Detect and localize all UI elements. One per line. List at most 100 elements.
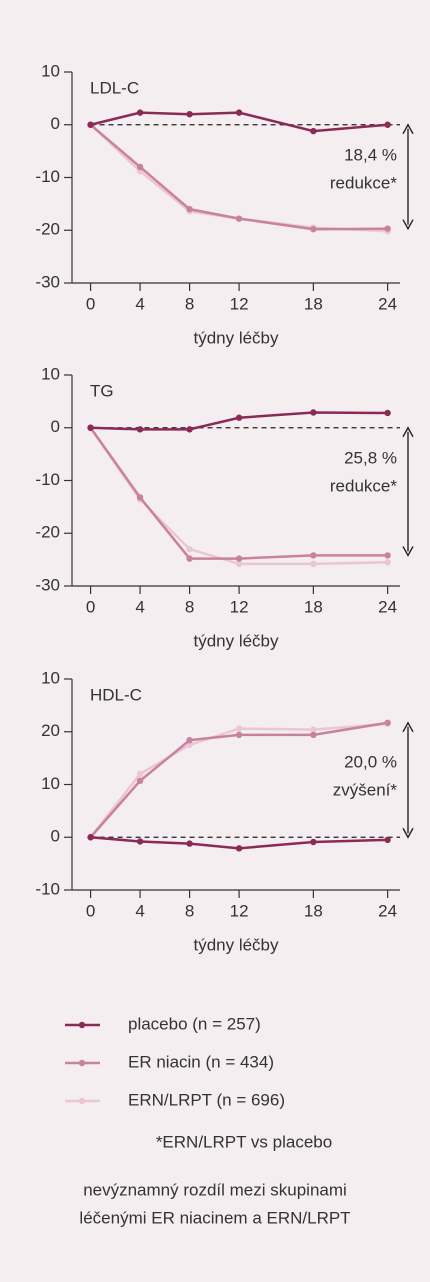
x-tick-label: 0	[86, 294, 95, 313]
y-tick-label: -20	[35, 523, 60, 542]
note: *ERN/LRPT vs placebo	[156, 1132, 332, 1151]
chart-title: TG	[90, 381, 114, 400]
point	[310, 409, 317, 416]
point	[310, 127, 317, 135]
annotation: zvýšení*	[333, 780, 398, 799]
point	[310, 731, 317, 739]
point	[384, 225, 391, 232]
series-line	[90, 836, 388, 850]
point	[186, 205, 193, 213]
arrow-head	[402, 123, 414, 135]
annotation: redukce*	[330, 173, 397, 192]
x-tick-label: 8	[185, 901, 194, 920]
point	[384, 121, 391, 128]
point	[186, 741, 193, 749]
point	[384, 552, 391, 559]
point	[186, 555, 193, 562]
y-tick-label: 10	[41, 61, 60, 80]
y-tick-label: -10	[35, 167, 60, 186]
x-tick-label: 24	[378, 294, 397, 313]
x-tick-label: 0	[86, 901, 95, 920]
x-axis-label: týdny léčby	[193, 328, 279, 347]
y-tick-label: 0	[51, 827, 60, 846]
point	[384, 719, 391, 726]
y-tick-label: -30	[35, 272, 60, 291]
point	[310, 560, 317, 568]
annotation: 25,8 %	[344, 448, 397, 467]
x-tick-label: 12	[230, 901, 249, 920]
arrow-head	[402, 721, 414, 733]
x-tick-label: 18	[304, 597, 323, 616]
x-tick-label: 0	[86, 597, 95, 616]
point	[136, 838, 144, 845]
chart-title: HDL-C	[90, 685, 142, 704]
legend-marker	[78, 1021, 86, 1029]
point	[186, 736, 193, 744]
legend-marker	[78, 1059, 86, 1067]
point	[310, 552, 317, 559]
point	[310, 726, 317, 733]
point	[136, 494, 144, 501]
y-tick-label: 10	[41, 364, 60, 383]
point	[136, 426, 144, 433]
point	[235, 560, 243, 568]
series-line	[89, 123, 388, 231]
point	[235, 414, 243, 421]
point	[310, 225, 317, 233]
point	[87, 121, 94, 128]
point	[136, 777, 144, 785]
y-tick-label: -10	[35, 470, 60, 489]
footnote: léčenými ER niacinem a ERN/LRPT	[79, 1208, 350, 1227]
point	[186, 840, 193, 847]
point	[235, 555, 243, 562]
point	[235, 731, 243, 739]
point	[87, 424, 94, 431]
x-tick-label: 8	[185, 294, 194, 313]
y-tick-label: 10	[41, 668, 60, 687]
annotation: 20,0 %	[344, 752, 397, 771]
x-tick-label: 12	[230, 294, 249, 313]
point	[310, 838, 317, 846]
legend-label: ER niacin (n = 434)	[128, 1052, 274, 1071]
y-tick-label: 0	[51, 417, 60, 436]
x-tick-label: 18	[304, 294, 323, 313]
x-axis-label: týdny léčby	[193, 935, 279, 954]
point	[136, 163, 144, 171]
point	[235, 725, 243, 732]
series-line	[89, 721, 388, 839]
x-tick-label: 4	[135, 901, 144, 920]
x-axis-label: týdny léčby	[193, 631, 279, 650]
series-line	[90, 111, 388, 133]
point	[186, 426, 193, 433]
y-tick-label: 10	[41, 774, 60, 793]
point	[235, 215, 243, 222]
point	[235, 109, 243, 116]
arrow-head	[402, 827, 414, 839]
y-tick-label: -30	[35, 575, 60, 594]
point	[384, 559, 391, 566]
chart-title: LDL-C	[90, 78, 139, 97]
point	[186, 111, 193, 118]
arrow-head	[402, 546, 414, 557]
series-line	[89, 427, 388, 560]
x-tick-label: 24	[378, 597, 397, 616]
point	[136, 770, 144, 778]
footnote: nevýznamný rozdíl mezi skupinami	[83, 1180, 347, 1199]
series-line	[90, 411, 388, 431]
x-tick-label: 8	[185, 597, 194, 616]
point	[186, 545, 193, 553]
point	[235, 845, 243, 852]
legend-label: ERN/LRPT (n = 696)	[128, 1090, 285, 1109]
x-tick-label: 24	[378, 901, 397, 920]
x-tick-label: 12	[230, 597, 249, 616]
legend-marker	[78, 1097, 86, 1105]
y-tick-label: -10	[35, 879, 60, 898]
point	[136, 109, 144, 116]
x-tick-label: 4	[135, 597, 144, 616]
y-tick-label: 0	[51, 114, 60, 133]
arrow-head	[402, 426, 414, 438]
point	[87, 834, 94, 841]
legend-label: placebo (n = 257)	[128, 1014, 261, 1033]
y-tick-label: 20	[41, 721, 60, 740]
